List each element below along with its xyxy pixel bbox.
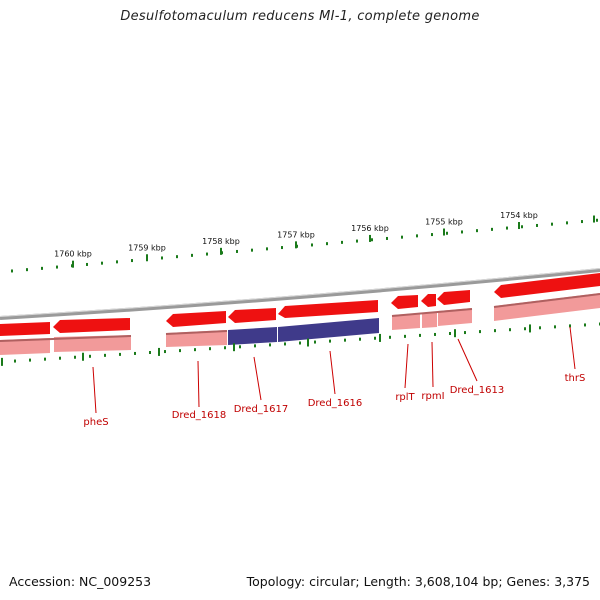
gene-band[interactable] xyxy=(494,293,600,321)
kbp-tick-label: 1760 kbp xyxy=(54,250,92,259)
genome-backbone-highlight xyxy=(0,268,600,317)
kbp-tick-label: 1757 kbp xyxy=(277,230,315,239)
kbp-tick-label: 1759 kbp xyxy=(128,243,166,252)
gene-leader-line xyxy=(457,338,478,382)
gene-leader-line xyxy=(197,360,200,408)
accession-label: Accession: NC_009253 xyxy=(9,574,152,589)
gene-leader-line xyxy=(404,343,409,389)
kbp-tick-label: 1758 kbp xyxy=(202,237,240,246)
map-title: Desulfotomaculum reducens MI-1, complete… xyxy=(120,9,480,24)
gene-band[interactable] xyxy=(54,335,131,352)
kbp-tick-label: 1755 kbp xyxy=(425,218,463,227)
gene-arrow-forward[interactable] xyxy=(391,295,418,309)
gene-leader-line xyxy=(431,341,434,388)
kbp-tick-track xyxy=(11,215,598,273)
gene-label[interactable]: rplT xyxy=(395,392,415,403)
gene-label[interactable]: pheS xyxy=(83,417,108,428)
lower-tick-track xyxy=(1,322,600,366)
gene-arrow-forward[interactable] xyxy=(166,311,226,327)
gene-label[interactable]: Dred_1616 xyxy=(308,398,363,409)
gene-arrow-forward[interactable] xyxy=(53,318,130,333)
gene-arrow-forward[interactable] xyxy=(421,294,436,307)
kbp-tick-labels: 1760 kbp 1759 kbp 1758 kbp 1757 kbp 1756 kbp… xyxy=(54,211,538,259)
kbp-tick-label: 1754 kbp xyxy=(500,211,538,220)
genome-backbone xyxy=(0,268,600,320)
gene-arrow-forward[interactable] xyxy=(437,290,470,305)
gene-labels: pheS Dred_1618 Dred_1617 Dred_1616 rplT rpmI D… xyxy=(83,326,586,428)
gene-label[interactable]: thrS xyxy=(565,373,586,384)
gene-label[interactable]: rpmI xyxy=(421,391,444,402)
gene-leader-line xyxy=(92,366,97,414)
gene-band-hypothetical[interactable] xyxy=(278,318,379,342)
gene-band-hypothetical[interactable] xyxy=(228,327,277,345)
gene-arrow-forward[interactable] xyxy=(228,308,276,323)
gene-arrow-forward[interactable] xyxy=(494,273,600,298)
gene-label[interactable]: Dred_1617 xyxy=(234,404,289,415)
gene-leader-line xyxy=(569,326,576,370)
gene-label[interactable]: Dred_1618 xyxy=(172,410,227,421)
gene-leader-line xyxy=(253,356,262,401)
gene-band[interactable] xyxy=(438,308,472,326)
forward-gene-track xyxy=(0,273,600,336)
gene-leader-line xyxy=(329,350,336,395)
gene-band-edge xyxy=(0,293,600,342)
gene-band[interactable] xyxy=(422,312,437,328)
gene-label[interactable]: Dred_1613 xyxy=(450,385,505,396)
kbp-tick-label: 1756 kbp xyxy=(351,224,389,233)
genome-summary: Topology: circular; Length: 3,608,104 bp… xyxy=(246,574,590,589)
reverse-gene-track xyxy=(0,293,600,355)
gene-arrow-forward[interactable] xyxy=(0,322,50,336)
gene-arrow-forward[interactable] xyxy=(278,300,378,318)
gene-band[interactable] xyxy=(392,313,420,330)
gene-band[interactable] xyxy=(0,338,50,355)
